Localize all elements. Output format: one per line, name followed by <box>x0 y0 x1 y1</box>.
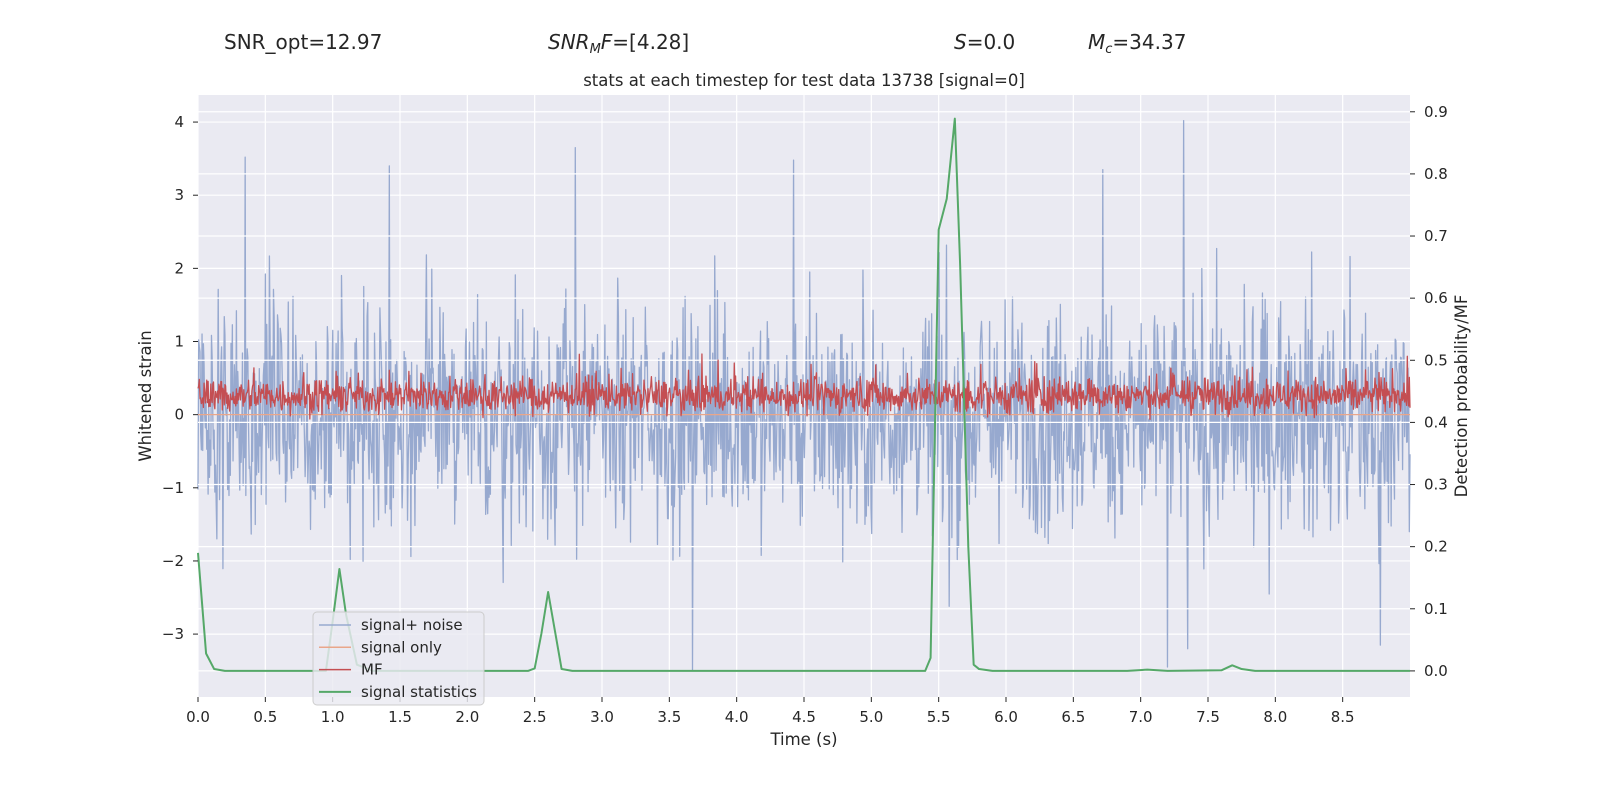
series-mf <box>197 353 1411 420</box>
right-tick-label: 0.9 <box>1424 103 1448 121</box>
legend-label: signal statistics <box>361 683 477 701</box>
right-tick-label: 0.4 <box>1424 413 1448 431</box>
x-tick-label: 8.0 <box>1263 708 1287 726</box>
right-tick-label: 0.1 <box>1424 600 1448 618</box>
snr-mf-subscript: M <box>589 42 601 57</box>
x-axis-label: Time (s) <box>769 730 837 749</box>
x-tick-label: 1.5 <box>388 708 412 726</box>
right-tick-label: 0.7 <box>1424 227 1448 245</box>
left-tick-label: 1 <box>174 333 184 351</box>
mc-value: =34.37 <box>1112 30 1187 54</box>
right-tick-label: 0.0 <box>1424 662 1448 680</box>
chart-title: stats at each timestep for test data 137… <box>583 71 1025 90</box>
x-tick-label: 7.5 <box>1196 708 1220 726</box>
x-tick-label: 3.5 <box>657 708 681 726</box>
x-tick-label: 8.5 <box>1331 708 1355 726</box>
x-tick-label: 0.5 <box>253 708 277 726</box>
mc-subscript: c <box>1105 42 1113 57</box>
left-tick-label: 2 <box>174 259 184 277</box>
s-label: S=0.0 <box>954 30 1015 54</box>
legend-box <box>312 611 485 706</box>
right-tick-label: 0.5 <box>1424 351 1448 369</box>
s-symbol: S <box>954 30 967 54</box>
left-tick-label: −3 <box>162 625 184 643</box>
x-tick-label: 0.0 <box>186 708 210 726</box>
legend-label: signal+ noise <box>361 616 463 634</box>
legend-label: signal only <box>361 638 442 656</box>
series-signal-noise <box>197 119 1411 672</box>
x-tick-label: 4.0 <box>725 708 749 726</box>
s-value: =0.0 <box>966 30 1016 54</box>
right-tick-label: 0.3 <box>1424 476 1448 494</box>
x-tick-label: 1.0 <box>321 708 345 726</box>
mc-label: Mc=34.37 <box>1088 30 1186 57</box>
x-tick-label: 7.0 <box>1129 708 1153 726</box>
x-tick-label: 6.0 <box>994 708 1018 726</box>
snr-mf-symbol: SNR <box>548 30 590 54</box>
snr-mf-label: SNRMF=[4.28] <box>548 30 689 57</box>
x-tick-label: 2.0 <box>455 708 479 726</box>
x-tick-label: 3.0 <box>590 708 614 726</box>
snr-mf-suffix: F <box>600 30 613 54</box>
legend-label: MF <box>361 661 383 679</box>
x-tick-label: 5.5 <box>927 708 951 726</box>
x-tick-label: 4.5 <box>792 708 816 726</box>
left-tick-label: −1 <box>162 479 184 497</box>
y-axis-label-left: Whitened strain <box>136 330 155 461</box>
left-tick-label: 0 <box>174 406 184 424</box>
right-tick-label: 0.2 <box>1424 538 1448 556</box>
y-axis-label-right: Detection probability/MF <box>1452 295 1471 498</box>
x-tick-label: 2.5 <box>523 708 547 726</box>
left-tick-label: −2 <box>162 552 184 570</box>
right-tick-label: 0.6 <box>1424 289 1448 307</box>
right-tick-label: 0.8 <box>1424 165 1448 183</box>
x-tick-label: 5.0 <box>859 708 883 726</box>
x-tick-label: 6.5 <box>1061 708 1085 726</box>
mc-symbol: M <box>1088 30 1106 54</box>
snr-opt-label: SNR_opt=12.97 <box>224 30 383 54</box>
left-tick-label: 4 <box>174 113 184 131</box>
left-tick-label: 3 <box>174 186 184 204</box>
snr-mf-value: =[4.28] <box>612 30 690 54</box>
